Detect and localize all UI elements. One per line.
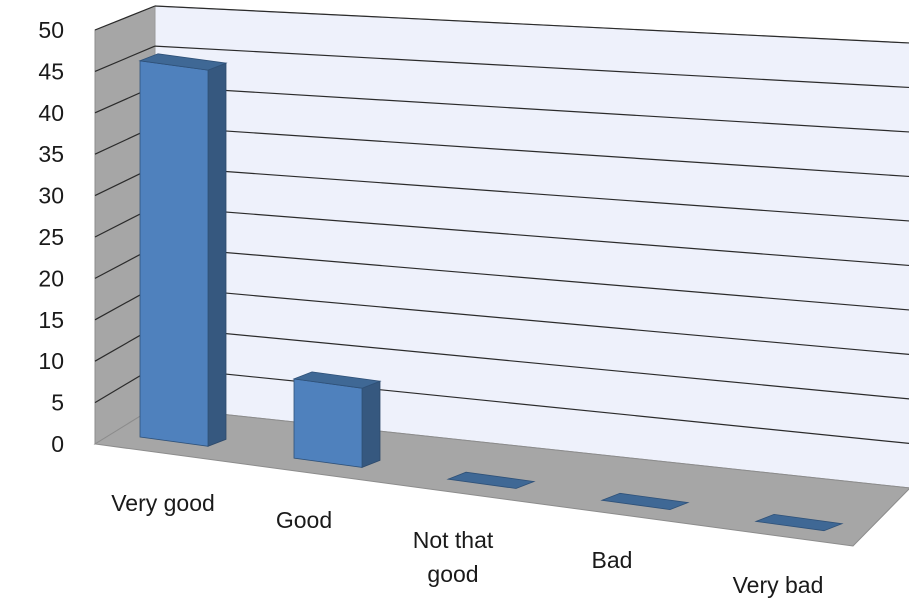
- gridline-side: [94, 45, 156, 72]
- chart-gridlines: [94, 5, 909, 445]
- gridline: [154, 326, 909, 400]
- y-tick-label: 35: [38, 141, 64, 167]
- bar-not-that-good: [446, 471, 536, 489]
- gridline: [154, 246, 909, 311]
- bar-front-face: [139, 60, 209, 447]
- x-category-label: Not that: [413, 527, 494, 553]
- x-category-label: Bad: [592, 547, 633, 573]
- y-tick-label: 5: [51, 390, 64, 416]
- y-tick-label: 30: [38, 183, 64, 209]
- y-tick-label: 0: [51, 431, 64, 457]
- gridline: [154, 85, 909, 133]
- gridline: [154, 125, 909, 178]
- back-wall: [154, 5, 909, 489]
- x-axis-category-labels: Very good Good Not that good Bad Very bad: [111, 490, 823, 598]
- y-tick-label: 25: [38, 224, 64, 250]
- bar-bad: [600, 492, 690, 511]
- x-category-label: Good: [276, 507, 332, 533]
- gridline: [154, 5, 909, 44]
- bar-very-good: [138, 53, 228, 447]
- bar-top-face: [600, 492, 690, 511]
- bar-top-face: [754, 513, 844, 532]
- chart-bars: [138, 53, 844, 532]
- gridline: [154, 165, 909, 222]
- y-tick-label: 50: [38, 17, 64, 43]
- y-tick-label: 45: [38, 58, 64, 84]
- x-category-label: good: [427, 561, 478, 587]
- bar-top-face: [292, 371, 382, 389]
- y-tick-label: 15: [38, 307, 64, 333]
- bar-good: [292, 371, 382, 468]
- gridline: [154, 45, 909, 89]
- bar-top-face: [446, 471, 536, 489]
- bar-side-face: [207, 62, 227, 447]
- bar-very-bad: [754, 513, 844, 532]
- bar-top-face: [138, 53, 228, 71]
- bar-front-face: [293, 378, 363, 468]
- gridline: [154, 286, 909, 356]
- y-tick-label: 40: [38, 100, 64, 126]
- y-tick-label: 20: [38, 265, 64, 291]
- gridline: [154, 366, 909, 445]
- x-category-label: Very good: [111, 490, 215, 516]
- y-tick-label: 10: [38, 348, 64, 374]
- y-axis-tick-labels: 0 5 10 15 20 25 30 35 40 45 50: [38, 17, 64, 457]
- x-category-label: Very bad: [733, 572, 824, 598]
- gridline-side: [94, 5, 156, 31]
- gridline: [154, 205, 909, 267]
- bar-side-face: [361, 380, 381, 468]
